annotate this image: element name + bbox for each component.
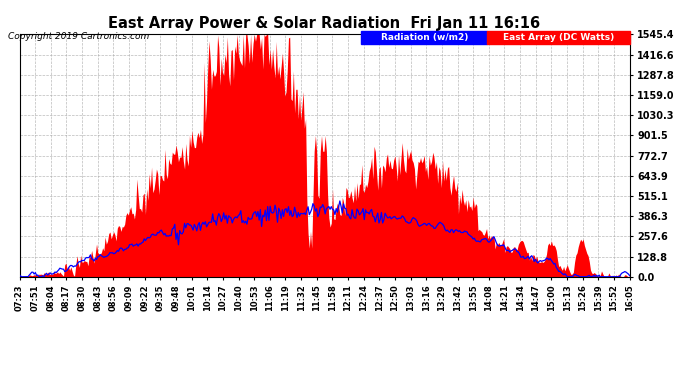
Title: East Array Power & Solar Radiation  Fri Jan 11 16:16: East Array Power & Solar Radiation Fri J… bbox=[108, 16, 541, 31]
Text: Copyright 2019 Cartronics.com: Copyright 2019 Cartronics.com bbox=[8, 32, 150, 41]
